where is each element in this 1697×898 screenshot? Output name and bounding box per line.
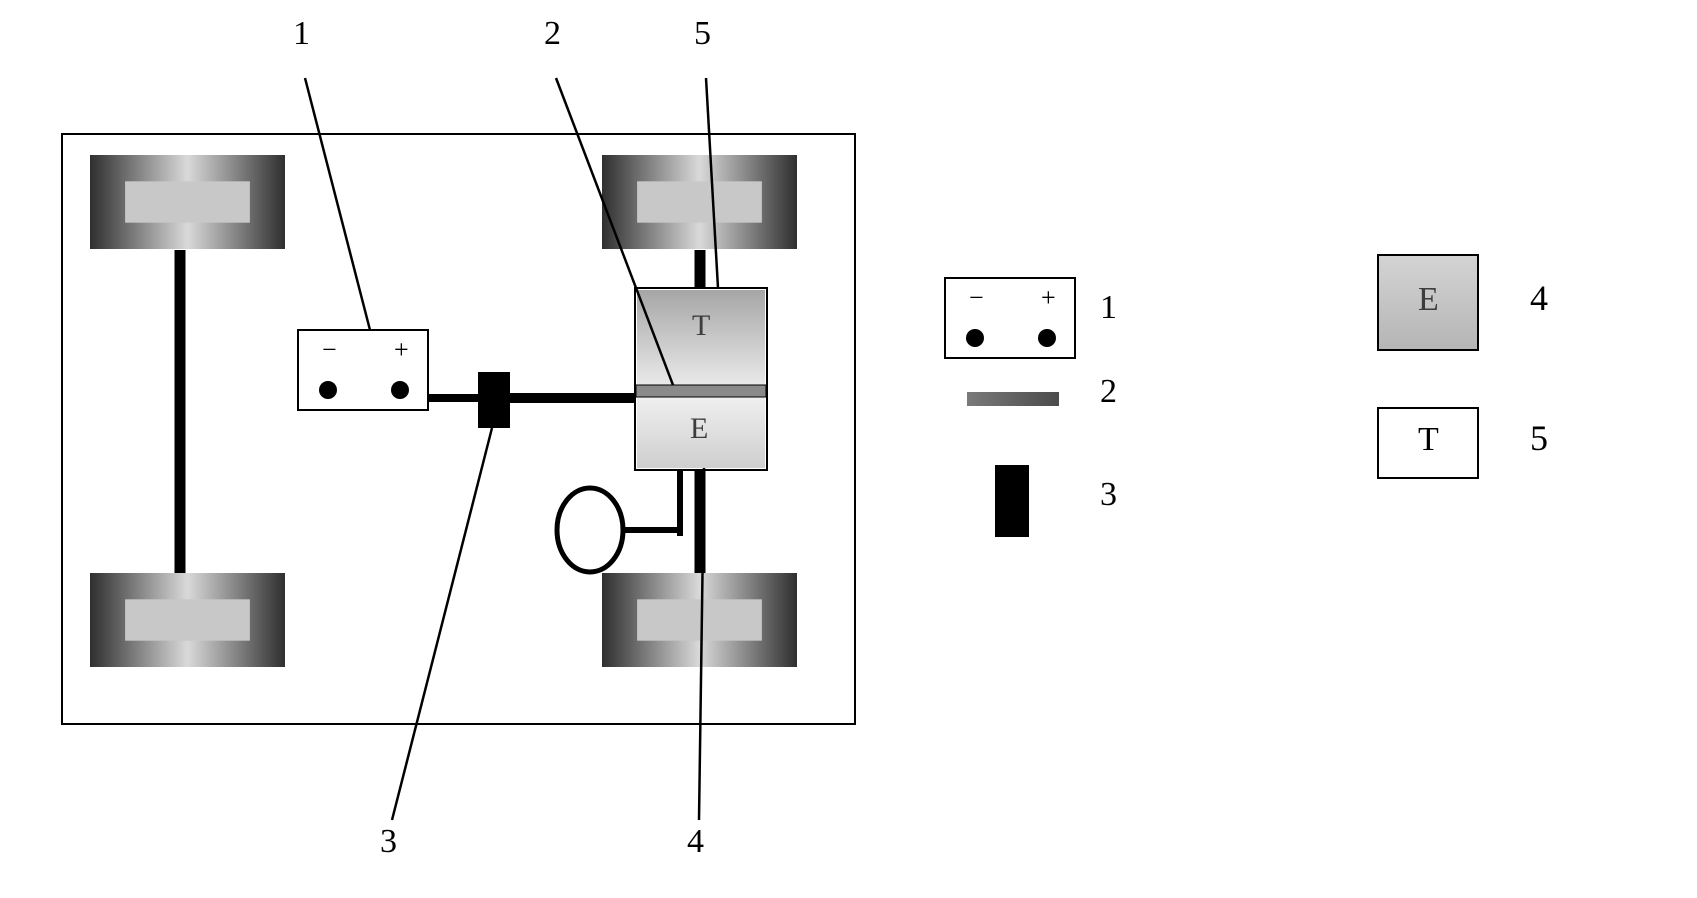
steering-wheel-icon <box>557 488 623 572</box>
legend-transmission-letter: T <box>1418 421 1439 458</box>
battery: −+ <box>298 330 428 410</box>
plus-sign: + <box>394 335 409 364</box>
diagram-svg: −+TE12534−+123E4T5 <box>0 0 1697 893</box>
wheel-fl <box>602 155 797 249</box>
wheel-fr <box>602 573 797 667</box>
diagram-canvas: −+TE12534−+123E4T5 <box>0 0 1697 893</box>
callout-label-5: 5 <box>694 15 711 52</box>
minus-sign: − <box>322 335 337 364</box>
legend-coupling-icon <box>967 392 1059 406</box>
coupling-divider <box>636 385 766 397</box>
legend-num-5: 5 <box>1530 418 1548 458</box>
battery-terminal-plus-icon <box>391 381 409 399</box>
callout-label-3: 3 <box>380 823 397 860</box>
legend-num-4: 4 <box>1530 278 1548 318</box>
battery-terminal-minus-icon <box>966 329 984 347</box>
minus-sign: − <box>969 283 984 312</box>
motor-block <box>478 372 510 428</box>
legend-num-2: 2 <box>1100 373 1117 410</box>
wheel-rr <box>90 573 285 667</box>
battery-terminal-minus-icon <box>319 381 337 399</box>
legend-num-3: 3 <box>1100 476 1117 513</box>
callout-label-4: 4 <box>687 823 704 860</box>
legend-battery: −+ <box>945 278 1075 358</box>
engine-letter: E <box>690 412 708 445</box>
callout-label-2: 2 <box>544 15 561 52</box>
battery-terminal-plus-icon <box>1038 329 1056 347</box>
callout-label-1: 1 <box>293 15 310 52</box>
plus-sign: + <box>1041 283 1056 312</box>
transmission-letter: T <box>692 309 710 342</box>
legend-motor-icon <box>995 465 1029 537</box>
legend-engine-letter: E <box>1418 281 1439 318</box>
callout-line-3 <box>392 428 492 820</box>
callout-line-1 <box>305 78 370 330</box>
wheel-rl <box>90 155 285 249</box>
legend-num-1: 1 <box>1100 289 1117 326</box>
